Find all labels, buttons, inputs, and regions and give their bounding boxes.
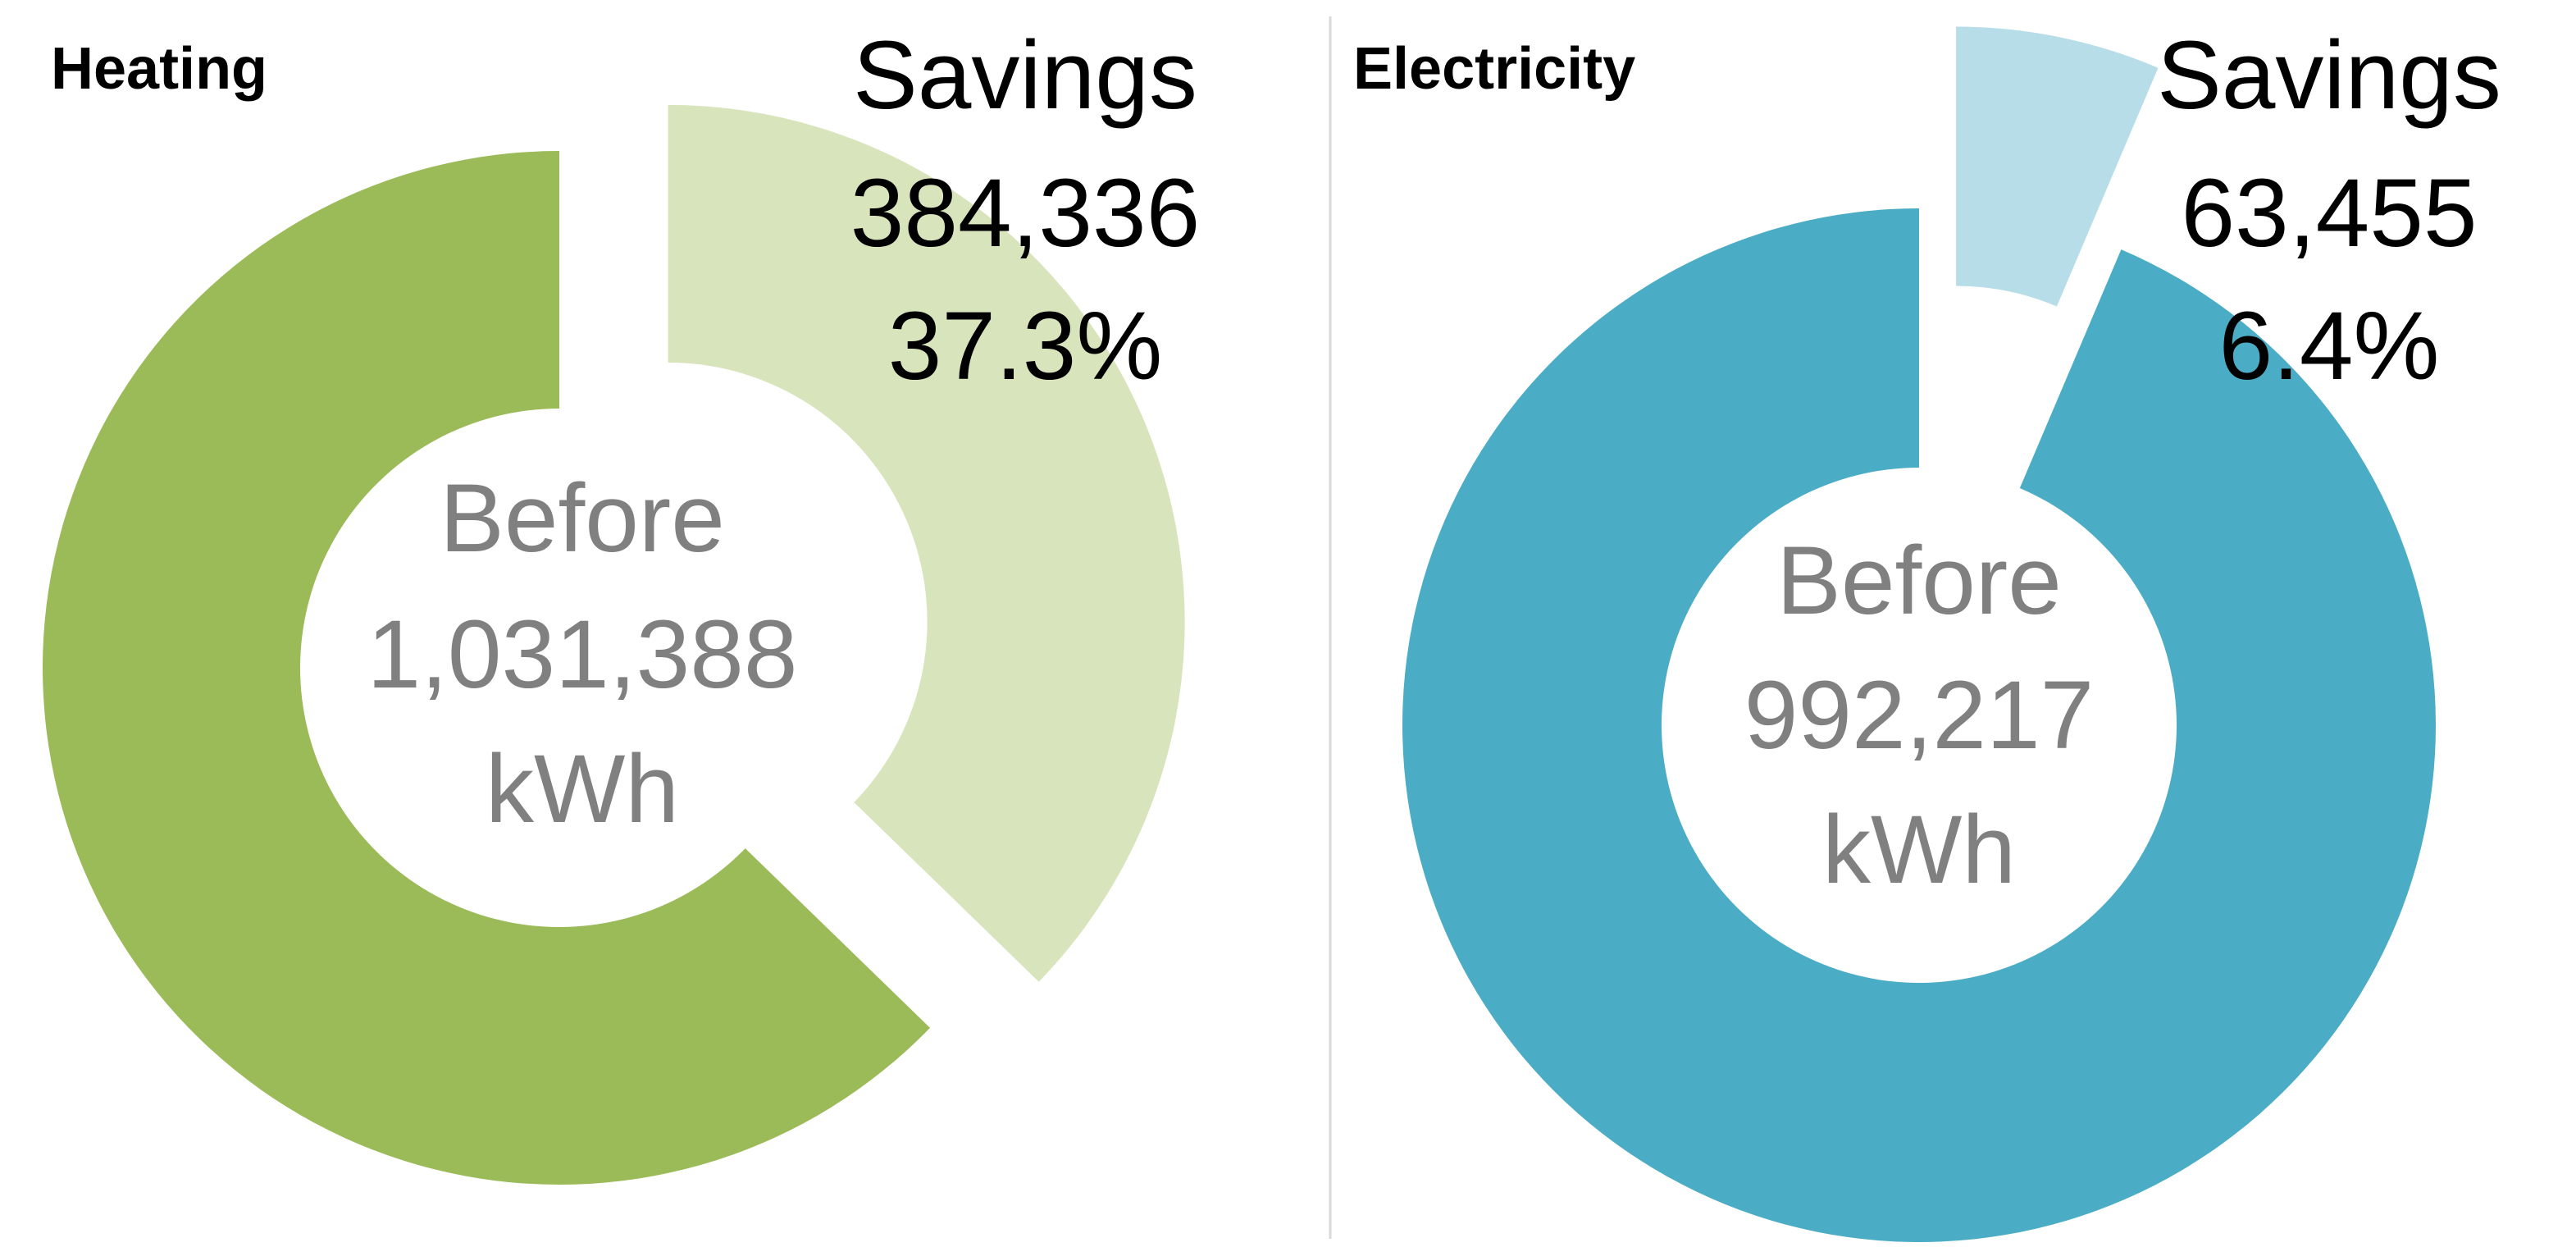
electricity-savings-percent: 6.4% [2219,292,2440,400]
electricity-before-value: 992,217 [1744,661,2095,770]
heating-savings-segment [668,104,1185,982]
electricity-savings-value: 63,455 [2182,159,2478,267]
heating-title: Heating [51,36,267,102]
heating-chart: Heating Savings 384,336 37.3% Before 1,0… [43,21,1200,1185]
electricity-title: Electricity [1353,36,1635,102]
electricity-savings-label: Savings [2157,21,2501,130]
heating-before-unit: kWh [486,735,679,843]
heating-before-value: 1,031,388 [367,601,798,709]
heating-before-label: Before [440,464,725,573]
electricity-remaining-segment [1402,208,2436,1243]
electricity-chart: Electricity Savings 63,455 6.4% Before 9… [1353,21,2501,1243]
electricity-before-unit: kWh [1822,796,2016,904]
electricity-savings-segment [1956,26,2159,307]
heating-savings-value: 384,336 [850,159,1201,267]
heating-savings-label: Savings [853,21,1197,130]
heating-savings-percent: 37.3% [888,292,1163,400]
electricity-before-label: Before [1776,527,2062,635]
heating-remaining-segment [43,151,931,1185]
